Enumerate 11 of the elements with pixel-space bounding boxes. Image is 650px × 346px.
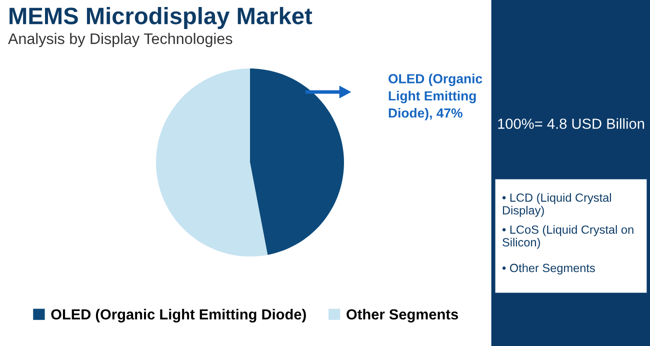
text: 100%= 4.8 USD Billion: [498, 118, 644, 129]
data-label: OLED (Organic Light Emitting Diode), 47%: [388, 74, 482, 120]
legend-label: OLED (Organic Light Emitting Diode): [51, 308, 306, 322]
pie-slice: [156, 68, 268, 256]
pie-slice: [250, 68, 344, 255]
text: • LCD (Liquid Crystal Display): [502, 193, 611, 217]
chart-title: MEMS Microdisplay Market: [10, 6, 312, 30]
legend-label: Other Segments: [346, 308, 458, 322]
text: • LCoS (Liquid Crystal on Silicon): [502, 225, 634, 249]
chart-subtitle: Analysis by Display Technologies: [8, 32, 232, 48]
text: • Other Segments: [502, 263, 595, 275]
